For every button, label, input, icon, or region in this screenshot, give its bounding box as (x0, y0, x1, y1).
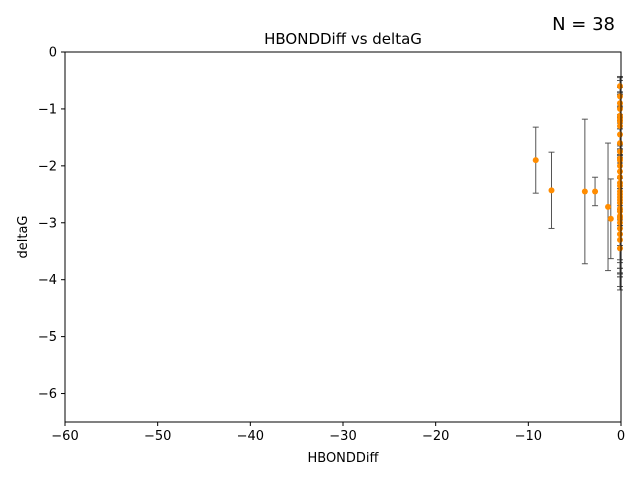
data-point (617, 93, 623, 100)
data-point (617, 100, 623, 107)
data-point (617, 225, 623, 232)
y-tick-label: 0 (49, 46, 57, 61)
x-axis-ticks: −60 −50 −40 −30 −20 −10 0 (51, 422, 625, 444)
y-tick-label: −6 (38, 387, 57, 402)
data-point (548, 187, 555, 194)
y-tick-label: −5 (38, 330, 57, 345)
data-point (607, 215, 614, 222)
x-tick-label: 0 (617, 429, 625, 444)
data-point (617, 105, 623, 112)
data-point (617, 140, 623, 147)
data-point (617, 179, 623, 186)
x-tick-label: −50 (144, 429, 171, 444)
data-point (532, 157, 539, 164)
data-point (617, 162, 623, 169)
y-tick-label: −2 (38, 159, 57, 174)
data-point (617, 197, 623, 203)
y-tick-label: −1 (38, 102, 57, 117)
data-point (617, 208, 623, 215)
chart-title: HBONDDiff vs deltaG (264, 30, 422, 48)
data-point (617, 168, 623, 175)
data-point (592, 188, 599, 195)
data-point (581, 188, 588, 195)
marker-layer (532, 83, 623, 252)
x-axis-label: HBONDDiff (307, 451, 379, 466)
errorbar-layer (532, 75, 623, 291)
data-point (617, 148, 623, 155)
data-point (617, 174, 623, 181)
data-point (617, 83, 623, 90)
data-point (617, 236, 623, 243)
data-point (617, 231, 623, 238)
y-tick-label: −3 (38, 216, 57, 231)
data-point (617, 191, 623, 198)
y-axis-label: deltaG (16, 216, 31, 259)
data-point (617, 245, 623, 252)
y-tick-label: −4 (38, 273, 57, 288)
data-point (605, 203, 612, 210)
x-tick-label: −40 (237, 429, 264, 444)
x-tick-label: −60 (51, 429, 78, 444)
data-point (617, 219, 623, 226)
x-tick-label: −20 (422, 429, 449, 444)
data-point (617, 131, 623, 138)
plot-frame (64, 51, 622, 423)
x-tick-label: −30 (329, 429, 356, 444)
sample-count-annotation: N = 38 (552, 14, 615, 35)
x-tick-label: −10 (515, 429, 542, 444)
y-axis-ticks: −6 −5 −4 −3 −2 −1 0 (38, 46, 65, 402)
data-point (617, 123, 623, 129)
data-point (617, 157, 623, 164)
